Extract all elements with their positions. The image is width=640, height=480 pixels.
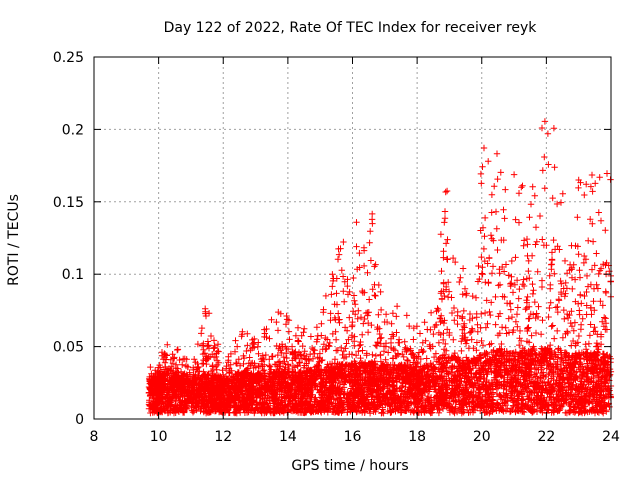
x-tick-label: 18 — [408, 429, 426, 445]
x-tick-label: 10 — [150, 429, 168, 445]
x-tick-label: 16 — [344, 429, 362, 445]
roti-plus-markers — [145, 118, 615, 417]
x-tick-label: 24 — [602, 429, 620, 445]
axis-ticks: 8 10 12 14 16 18 20 22 24 0 0.05 0.1 0.15 0.2 0.25 — [53, 50, 620, 445]
y-tick-label: 0.25 — [53, 50, 84, 66]
x-tick-label: 20 — [473, 429, 491, 445]
data-points — [145, 118, 615, 417]
y-tick-label: 0 — [75, 412, 84, 428]
chart-title: Day 122 of 2022, Rate Of TEC Index for r… — [164, 20, 538, 36]
y-axis-title: ROTI / TECUs — [6, 194, 22, 286]
x-tick-label: 22 — [537, 429, 555, 445]
x-tick-label: 14 — [279, 429, 297, 445]
y-tick-label: 0.2 — [62, 122, 84, 138]
x-axis-title: GPS time / hours — [291, 458, 408, 474]
x-tick-label: 8 — [90, 429, 99, 445]
y-tick-label: 0.05 — [53, 340, 84, 356]
x-tick-label: 12 — [214, 429, 232, 445]
y-tick-label: 0.15 — [53, 195, 84, 211]
y-tick-label: 0.1 — [62, 267, 84, 283]
